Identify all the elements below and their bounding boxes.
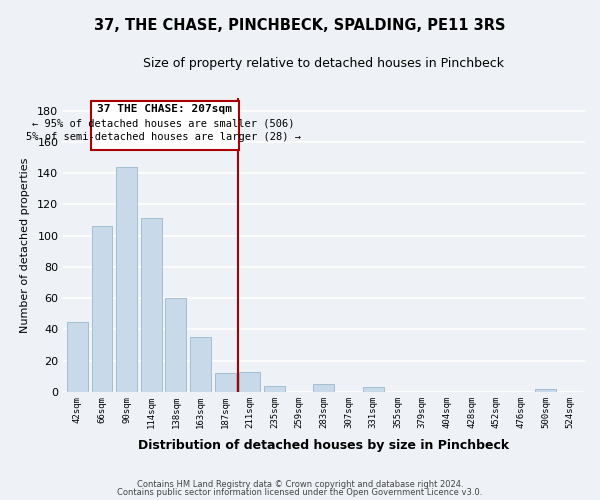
Text: ← 95% of detached houses are smaller (506): ← 95% of detached houses are smaller (50… xyxy=(32,118,295,128)
Text: 37, THE CHASE, PINCHBECK, SPALDING, PE11 3RS: 37, THE CHASE, PINCHBECK, SPALDING, PE11… xyxy=(94,18,506,32)
Text: 37 THE CHASE: 207sqm: 37 THE CHASE: 207sqm xyxy=(97,104,232,115)
Text: Contains public sector information licensed under the Open Government Licence v3: Contains public sector information licen… xyxy=(118,488,482,497)
Bar xyxy=(264,386,285,392)
Bar xyxy=(313,384,334,392)
Text: Contains HM Land Registry data © Crown copyright and database right 2024.: Contains HM Land Registry data © Crown c… xyxy=(137,480,463,489)
Bar xyxy=(116,167,137,392)
Y-axis label: Number of detached properties: Number of detached properties xyxy=(20,158,31,332)
FancyBboxPatch shape xyxy=(91,101,239,150)
Bar xyxy=(535,389,556,392)
Bar xyxy=(92,226,112,392)
Bar xyxy=(166,298,187,392)
X-axis label: Distribution of detached houses by size in Pinchbeck: Distribution of detached houses by size … xyxy=(138,440,509,452)
Bar xyxy=(362,388,383,392)
Bar xyxy=(190,338,211,392)
Bar xyxy=(215,373,236,392)
Bar xyxy=(67,322,88,392)
Text: 5% of semi-detached houses are larger (28) →: 5% of semi-detached houses are larger (2… xyxy=(26,132,301,142)
Title: Size of property relative to detached houses in Pinchbeck: Size of property relative to detached ho… xyxy=(143,58,504,70)
Bar xyxy=(141,218,162,392)
Bar xyxy=(239,372,260,392)
